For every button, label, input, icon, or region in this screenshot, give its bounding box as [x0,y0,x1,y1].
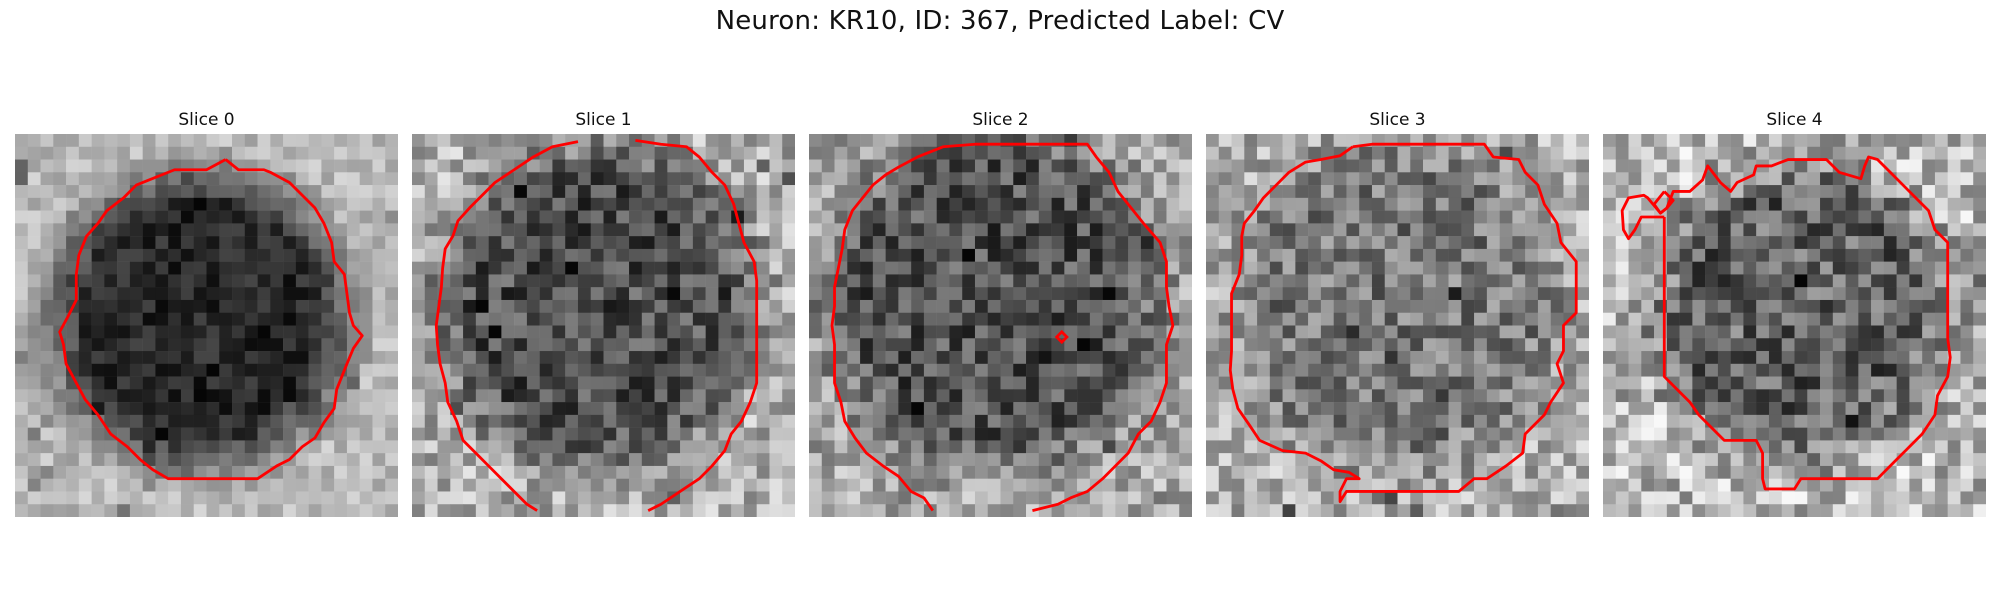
contour-4-loop [1652,190,1675,215]
slice-image-4 [1603,134,1986,517]
grayscale-pixels-4 [1603,134,1986,517]
contour-1 [434,140,579,512]
grayscale-pixels-1 [412,134,795,517]
slice-panel-1: Slice 1 [412,108,795,517]
slice-image-2 [809,134,1192,517]
contour-1b [635,138,759,512]
slice-panel-2: Slice 2 [809,108,1192,517]
slice-title-0: Slice 0 [178,110,235,130]
slice-title-2: Slice 2 [972,110,1029,130]
slice-image-0 [15,134,398,517]
contour-2 [830,142,1175,512]
contour-3 [1228,142,1578,504]
grayscale-pixels-3 [1206,134,1589,517]
slice-panel-0: Slice 0 [15,108,398,517]
figure-title: Neuron: KR10, ID: 367, Predicted Label: … [715,6,1285,36]
slice-image-1 [412,134,795,517]
slice-image-3 [1206,134,1589,517]
slice-panel-4: Slice 4 [1603,108,1986,517]
slice-panel-3: Slice 3 [1206,108,1589,517]
slice-title-1: Slice 1 [575,110,632,130]
slice-title-4: Slice 4 [1766,110,1823,130]
grayscale-pixels-2 [809,134,1192,517]
grayscale-pixels-0 [15,134,398,517]
contour-4 [1620,155,1952,491]
slice-title-3: Slice 3 [1369,110,1426,130]
contour-0 [58,158,364,481]
contour-2-marker [1054,329,1069,345]
